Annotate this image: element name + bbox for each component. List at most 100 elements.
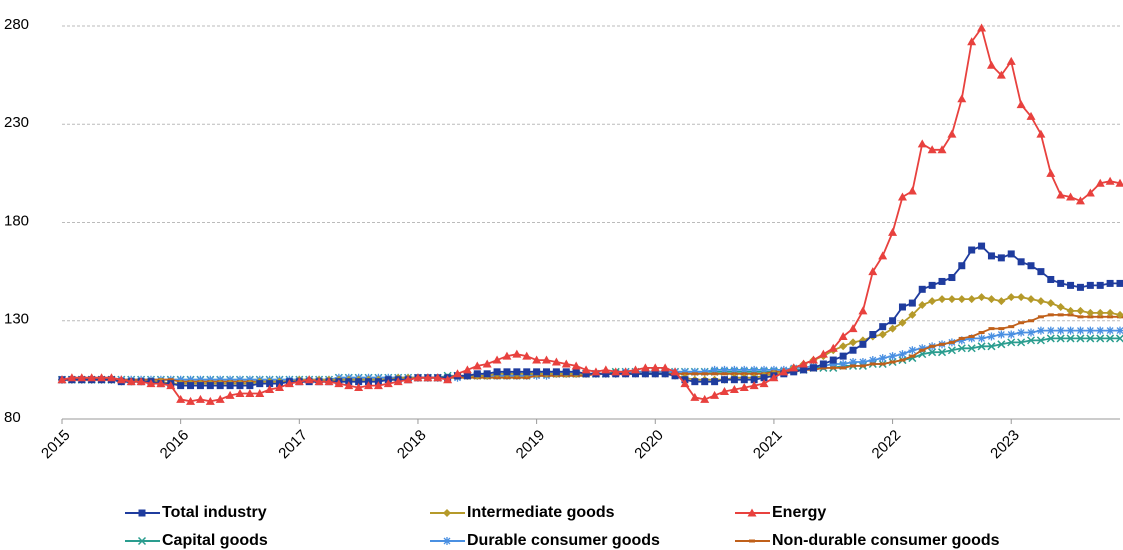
data-point bbox=[1037, 315, 1044, 319]
data-point bbox=[453, 369, 463, 378]
data-point bbox=[769, 373, 779, 382]
data-point bbox=[967, 344, 976, 353]
data-point bbox=[373, 381, 383, 390]
data-point bbox=[859, 364, 866, 368]
data-point bbox=[671, 372, 679, 380]
data-point bbox=[256, 380, 264, 388]
data-point bbox=[166, 381, 176, 390]
data-point bbox=[512, 349, 522, 358]
data-point bbox=[1036, 297, 1045, 306]
data-point bbox=[1047, 313, 1054, 317]
data-point bbox=[413, 373, 423, 382]
data-point bbox=[206, 382, 214, 390]
data-point bbox=[968, 334, 975, 338]
data-point bbox=[1096, 281, 1104, 289]
legend-label: Non-durable consumer goods bbox=[772, 532, 1000, 549]
data-point bbox=[522, 351, 532, 360]
data-point bbox=[839, 359, 848, 368]
data-point bbox=[255, 388, 265, 397]
data-point bbox=[1095, 178, 1105, 187]
data-point bbox=[1008, 325, 1015, 329]
data-point bbox=[908, 299, 916, 307]
data-point bbox=[67, 373, 77, 382]
data-point bbox=[1086, 281, 1094, 289]
data-point bbox=[711, 372, 718, 376]
data-point bbox=[126, 377, 136, 386]
data-point bbox=[1046, 299, 1055, 308]
data-point bbox=[978, 242, 986, 250]
data-point bbox=[186, 396, 196, 405]
data-point bbox=[938, 295, 947, 304]
data-point bbox=[998, 327, 1005, 331]
data-point bbox=[245, 388, 255, 397]
data-point bbox=[967, 334, 976, 343]
y-tick-label: 80 bbox=[4, 409, 21, 426]
legend-marker bbox=[443, 509, 451, 517]
data-point bbox=[1036, 129, 1046, 138]
data-point bbox=[433, 373, 443, 382]
data-point bbox=[888, 324, 897, 333]
data-point bbox=[957, 94, 967, 103]
data-point bbox=[106, 373, 116, 382]
data-point bbox=[830, 366, 837, 370]
data-point bbox=[730, 376, 738, 384]
legend-marker bbox=[747, 508, 757, 517]
data-point bbox=[849, 358, 858, 367]
data-point bbox=[1116, 310, 1123, 319]
data-point bbox=[849, 346, 857, 354]
data-point bbox=[1007, 330, 1016, 339]
data-point bbox=[355, 378, 363, 386]
data-point bbox=[1026, 111, 1036, 120]
data-point bbox=[760, 365, 769, 374]
data-point bbox=[1075, 196, 1085, 205]
data-point bbox=[819, 360, 827, 368]
data-point bbox=[1096, 326, 1105, 335]
data-point bbox=[1006, 56, 1016, 65]
data-point bbox=[423, 373, 433, 382]
data-point bbox=[730, 365, 739, 374]
data-point bbox=[869, 331, 877, 339]
data-point bbox=[977, 334, 986, 343]
data-point bbox=[711, 378, 719, 386]
data-point bbox=[749, 381, 759, 390]
data-point bbox=[1017, 338, 1026, 347]
data-point bbox=[572, 368, 580, 376]
data-point bbox=[948, 340, 955, 344]
data-point bbox=[472, 361, 482, 370]
data-point bbox=[1036, 336, 1045, 345]
data-point bbox=[1026, 336, 1036, 345]
data-point bbox=[898, 350, 907, 359]
data-point bbox=[236, 382, 244, 390]
data-point bbox=[868, 356, 877, 365]
data-point bbox=[897, 192, 907, 201]
data-point bbox=[908, 346, 917, 355]
data-point bbox=[917, 139, 927, 148]
data-point bbox=[868, 267, 878, 276]
data-point bbox=[1086, 326, 1095, 335]
data-point bbox=[848, 324, 858, 333]
data-point bbox=[1037, 268, 1045, 276]
data-point bbox=[1105, 176, 1115, 185]
data-point bbox=[967, 37, 977, 46]
data-point bbox=[929, 344, 936, 348]
data-point bbox=[839, 352, 847, 360]
legend-label: Intermediate goods bbox=[467, 504, 615, 521]
data-point bbox=[720, 365, 729, 374]
data-point bbox=[858, 358, 867, 367]
data-point bbox=[513, 368, 521, 376]
data-point bbox=[581, 365, 591, 374]
data-point bbox=[670, 367, 680, 376]
data-point bbox=[1027, 328, 1036, 337]
data-point bbox=[660, 363, 670, 372]
data-point bbox=[729, 385, 739, 394]
data-point bbox=[839, 342, 848, 351]
data-point bbox=[383, 379, 393, 388]
data-point bbox=[878, 354, 887, 363]
data-point bbox=[314, 377, 324, 386]
data-point bbox=[601, 365, 611, 374]
data-point bbox=[928, 297, 937, 306]
x-tick-label: 2019 bbox=[513, 427, 549, 463]
legend-label: Total industry bbox=[162, 504, 267, 521]
data-point bbox=[909, 354, 916, 358]
x-tick-label: 2016 bbox=[157, 427, 193, 463]
